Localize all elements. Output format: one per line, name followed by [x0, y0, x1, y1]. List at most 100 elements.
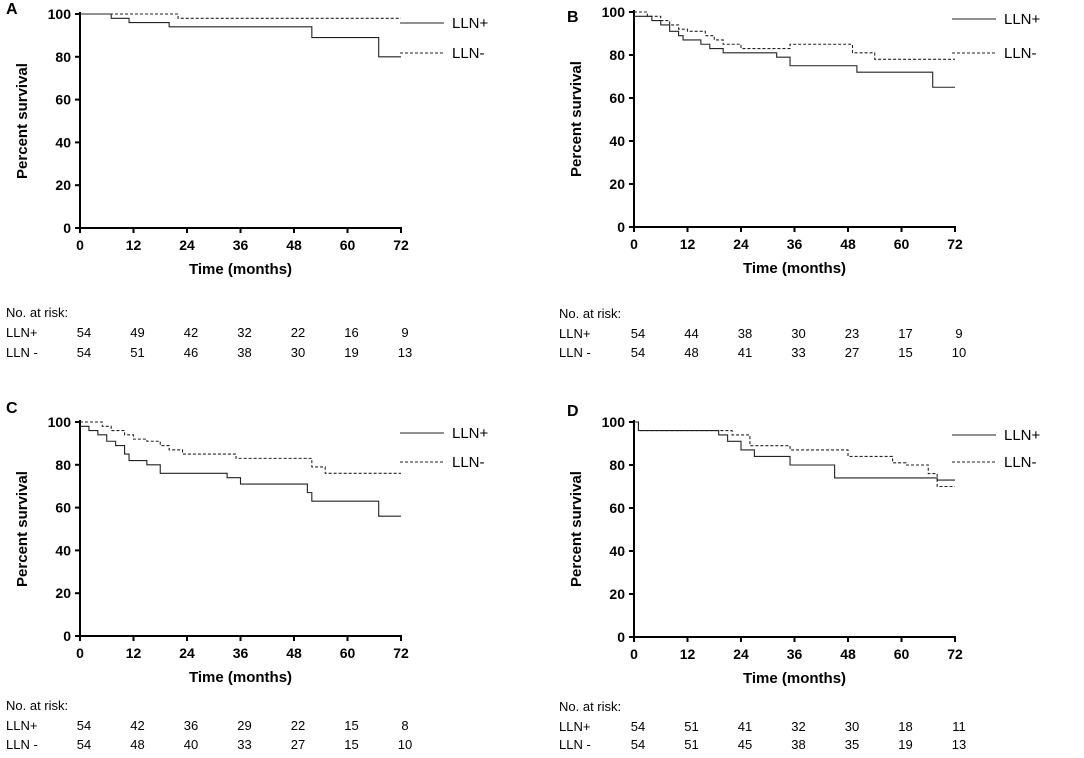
risk-value: 45 [738, 737, 752, 752]
panel-label: A [6, 1, 18, 18]
risk-value: 19 [898, 737, 912, 752]
y-axis-label: Percent survival [568, 471, 585, 587]
x-tick-label: 0 [76, 645, 84, 661]
risk-value: 9 [955, 326, 962, 341]
risk-value: 51 [684, 737, 698, 752]
y-tick-label: 40 [55, 542, 71, 558]
legend-label: LLN- [1004, 454, 1037, 471]
y-tick-label: 100 [48, 414, 72, 430]
risk-value: 18 [898, 719, 912, 734]
series-lln-pos-curve [80, 13, 401, 58]
risk-value: 16 [344, 325, 358, 340]
risk-value: 27 [291, 737, 305, 752]
risk-value: 29 [237, 718, 251, 733]
risk-value: 54 [631, 719, 645, 734]
y-axis-label: Percent survival [14, 63, 31, 179]
series-lln-neg-curve [80, 13, 401, 19]
series-lln-pos-curve [634, 15, 955, 88]
y-axis-label: Percent survival [568, 61, 585, 177]
panel-label: B [567, 9, 579, 26]
risk-value: 51 [684, 719, 698, 734]
x-tick-label: 72 [393, 645, 409, 661]
panel-b: B 0 12 24 36 48 60 72 0 20 40 60 80 100 Time (months) P… [559, 4, 1041, 360]
risk-value: 54 [631, 345, 645, 360]
risk-value: 48 [130, 737, 144, 752]
risk-value: 42 [130, 718, 144, 733]
series-lln-pos-curve [80, 425, 401, 517]
risk-value: 54 [77, 737, 91, 752]
x-tick-label: 12 [680, 646, 696, 662]
risk-table-title: No. at risk: [6, 698, 68, 713]
x-tick-label: 0 [76, 237, 84, 253]
series-lln-neg-curve [634, 11, 955, 60]
x-tick-label: 12 [680, 236, 696, 252]
x-tick-label: 24 [179, 645, 195, 661]
y-tick-label: 20 [609, 586, 625, 602]
y-tick-label: 100 [48, 6, 72, 22]
risk-row-label: LLN - [559, 737, 591, 752]
x-tick-label: 72 [393, 237, 409, 253]
y-tick-label: 60 [609, 500, 625, 516]
x-tick-label: 48 [286, 237, 302, 253]
risk-value: 32 [237, 325, 251, 340]
risk-value: 13 [952, 737, 966, 752]
risk-value: 54 [631, 737, 645, 752]
legend-label: LLN- [1004, 45, 1037, 62]
risk-row-label: LLN - [6, 345, 38, 360]
panel-label: C [6, 400, 18, 417]
y-tick-label: 80 [55, 49, 71, 65]
y-tick-label: 0 [617, 219, 625, 235]
risk-value: 15 [898, 345, 912, 360]
risk-value: 22 [291, 325, 305, 340]
legend-label: LLN+ [1004, 427, 1041, 444]
x-tick-label: 12 [126, 645, 142, 661]
risk-value: 54 [77, 325, 91, 340]
risk-value: 36 [184, 718, 198, 733]
x-tick-label: 48 [840, 236, 856, 252]
x-tick-label: 48 [286, 645, 302, 661]
risk-value: 38 [237, 345, 251, 360]
risk-value: 38 [738, 326, 752, 341]
x-tick-label: 36 [233, 645, 249, 661]
risk-value: 54 [77, 718, 91, 733]
risk-value: 11 [952, 719, 966, 734]
x-tick-label: 36 [787, 236, 803, 252]
risk-value: 33 [791, 345, 805, 360]
y-tick-label: 60 [55, 92, 71, 108]
risk-value: 10 [398, 737, 412, 752]
risk-value: 9 [401, 325, 408, 340]
panel-label: D [567, 403, 579, 420]
x-tick-label: 60 [894, 646, 910, 662]
x-tick-label: 72 [947, 646, 963, 662]
y-tick-label: 20 [55, 177, 71, 193]
y-axis-label: Percent survival [14, 471, 31, 587]
risk-row-label: LLN+ [6, 325, 37, 340]
risk-value: 54 [631, 326, 645, 341]
risk-value: 32 [791, 719, 805, 734]
risk-row-label: LLN+ [559, 326, 590, 341]
risk-table-title: No. at risk: [559, 306, 621, 321]
x-axis-label: Time (months) [189, 261, 292, 278]
x-tick-label: 12 [126, 237, 142, 253]
risk-value: 30 [791, 326, 805, 341]
x-tick-label: 72 [947, 236, 963, 252]
x-tick-label: 36 [787, 646, 803, 662]
legend-label: LLN- [452, 45, 485, 62]
risk-value: 33 [237, 737, 251, 752]
risk-value: 41 [738, 345, 752, 360]
risk-value: 17 [898, 326, 912, 341]
risk-row-label: LLN+ [559, 719, 590, 734]
legend-label: LLN+ [1004, 11, 1041, 28]
panel-c: C 0 12 24 36 48 60 72 0 20 40 60 80 100 Time (months) P… [6, 400, 489, 752]
panel-a: A 0 12 24 36 48 60 72 0 20 40 60 80 100 Time (months) P… [6, 1, 489, 360]
y-tick-label: 0 [617, 629, 625, 645]
risk-value: 42 [184, 325, 198, 340]
risk-value: 35 [845, 737, 859, 752]
y-tick-label: 40 [609, 543, 625, 559]
risk-value: 44 [684, 326, 698, 341]
x-tick-label: 36 [233, 237, 249, 253]
risk-value: 23 [845, 326, 859, 341]
risk-value: 8 [401, 718, 408, 733]
series-lln-neg-curve [634, 421, 955, 488]
risk-value: 15 [344, 737, 358, 752]
